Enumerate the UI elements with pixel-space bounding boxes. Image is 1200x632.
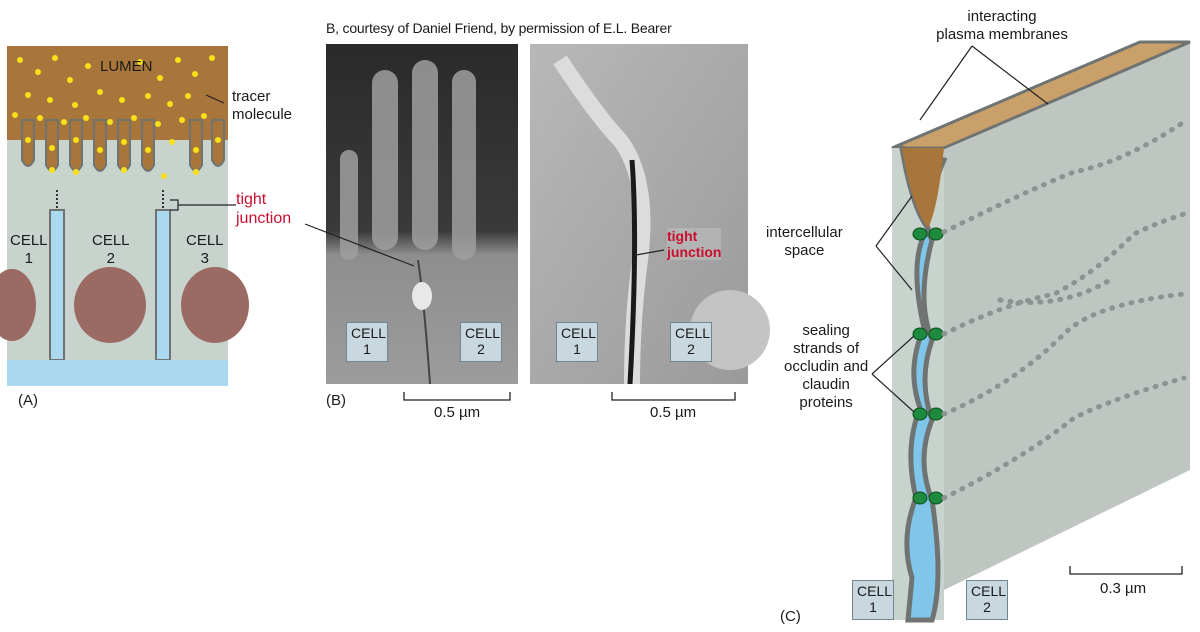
junction-leader-b-right (635, 249, 665, 256)
tracer-molecules (12, 55, 221, 179)
space-leader-2 (875, 245, 913, 291)
sealing-strands (941, 119, 1187, 501)
cell-2-label-c: CELL 2 (966, 580, 1008, 620)
lumen-cross-section (902, 148, 944, 228)
cell-boundary-left (417, 259, 431, 385)
microvilli-em (340, 60, 476, 260)
scale-bar-right (611, 392, 736, 401)
cell-boundary-right (627, 159, 638, 385)
scale-bar-c (1069, 566, 1183, 575)
strand-leader-2 (871, 373, 915, 413)
scale-label-c: 0.3 µm (1100, 580, 1147, 597)
cell-2-label-b-left: CELL 2 (460, 322, 502, 362)
membranes-label: interacting plasma membranes (936, 8, 1068, 43)
cell-2-label-a: CELL 2 (92, 232, 130, 267)
space-leader-1 (875, 195, 913, 247)
panel-c-label: (C) (780, 608, 801, 625)
nucleus-3 (181, 267, 249, 343)
nucleus-2 (74, 267, 146, 343)
tight-junction-label-a: tight junction (236, 191, 292, 227)
tracer-leader (205, 94, 225, 104)
panel-a-label: (A) (18, 392, 38, 409)
membrane-slab-face (944, 42, 1190, 590)
cell-2-label-b-right: CELL 2 (670, 322, 712, 362)
lumen-label: LUMEN (100, 58, 153, 75)
membrane-leader-1 (919, 45, 973, 121)
cell-1-label-b-right: CELL 1 (556, 322, 598, 362)
scale-bar-left (403, 392, 511, 401)
junction-leader-b-left (304, 223, 415, 267)
em-vesicle (412, 282, 432, 310)
cell-1-label-c: CELL 1 (852, 580, 894, 620)
scale-label-b-left: 0.5 µm (434, 404, 481, 421)
basal-space (7, 360, 228, 386)
intercellular-space-label: intercellular space (766, 224, 843, 259)
junction-proteins (912, 227, 944, 505)
cell-3-label-a: CELL 3 (186, 232, 224, 267)
cell-1-label-a: CELL 1 (10, 232, 48, 267)
sealing-strands-label: sealing strands of occludin and claudin … (784, 322, 869, 411)
scale-label-b-right: 0.5 µm (650, 404, 697, 421)
image-credit: B, courtesy of Daniel Friend, by permiss… (326, 20, 672, 36)
panel-b-label: (B) (326, 392, 346, 409)
cell-1-label-b-left: CELL 1 (346, 322, 388, 362)
strand-leader-1 (871, 335, 915, 375)
tracer-label: tracer molecule (232, 88, 293, 123)
nucleus-1 (0, 269, 36, 341)
tight-junction-label-b: tight junction (667, 228, 722, 260)
intercellular-space-c (898, 144, 948, 623)
membrane-leader-2 (971, 45, 1049, 105)
